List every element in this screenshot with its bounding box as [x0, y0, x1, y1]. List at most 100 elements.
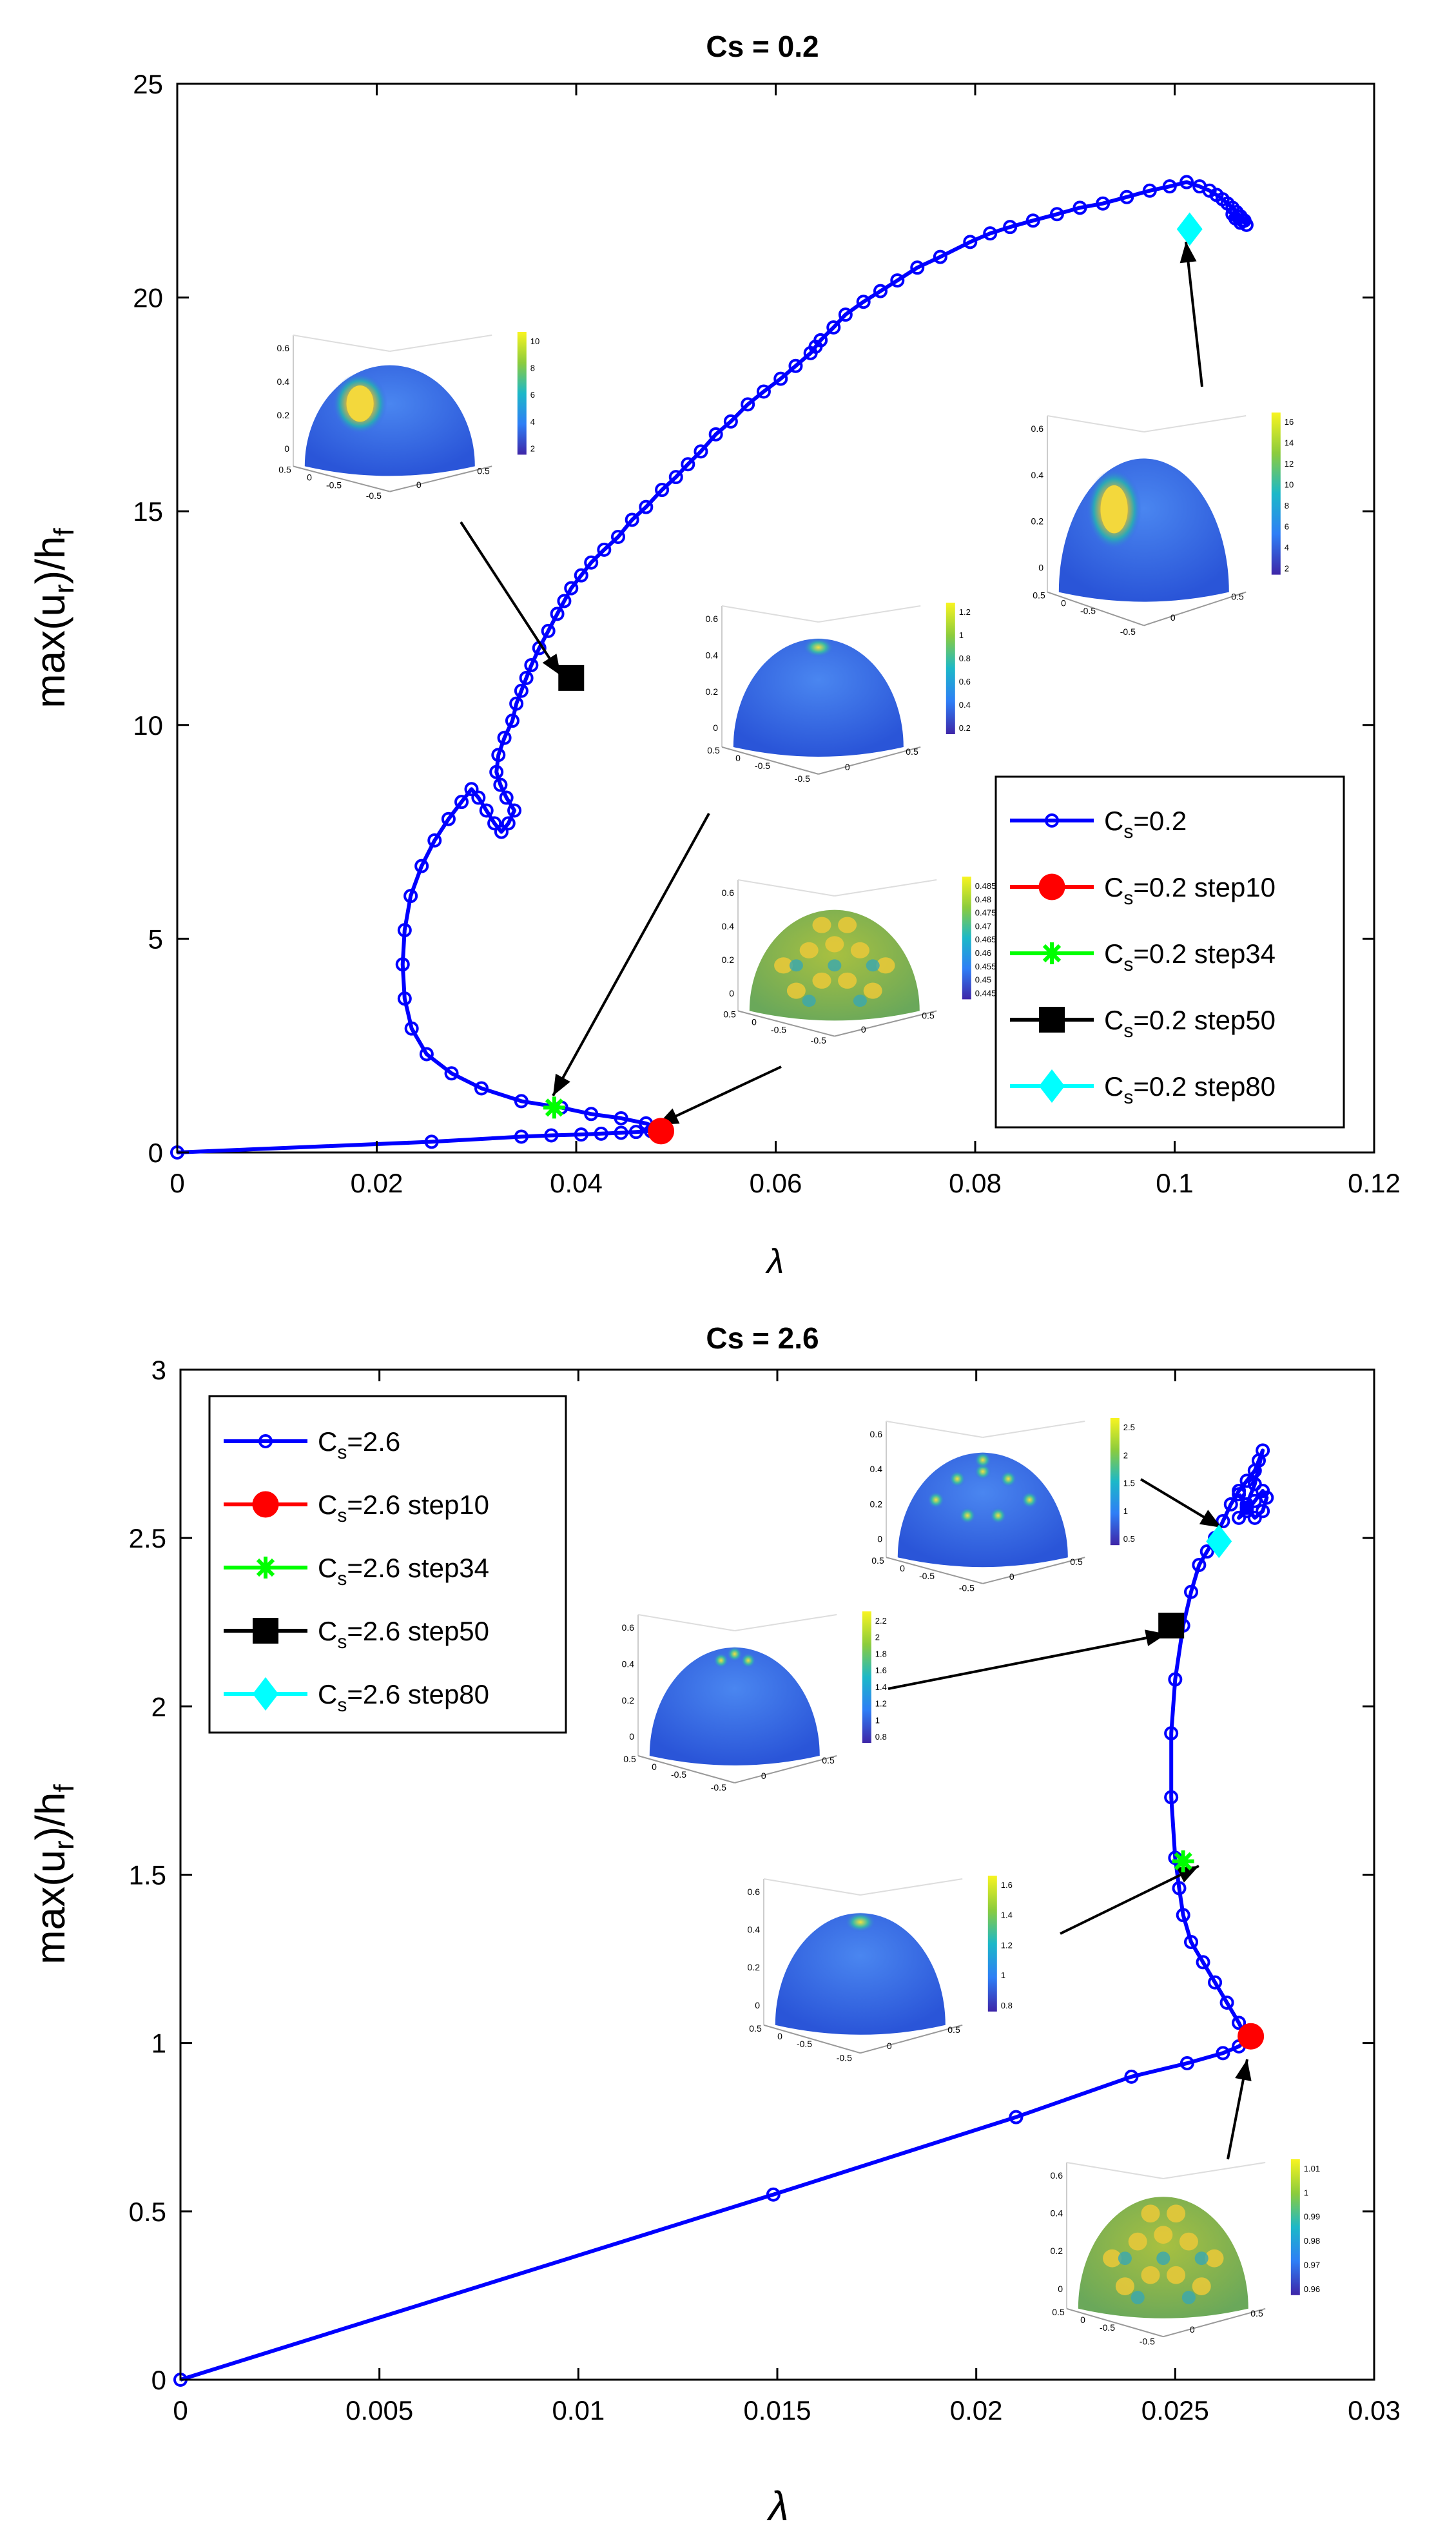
legend-label: Cs=0.2 step34	[1104, 938, 1276, 975]
data-point	[1162, 179, 1177, 194]
inset-colorbar-tick: 0.445	[975, 988, 996, 998]
inset-frame-line	[637, 1614, 735, 1631]
data-point	[963, 235, 978, 249]
inset-frame-line	[860, 1878, 963, 1896]
inset-base-tick: 0	[1080, 2315, 1085, 2325]
inset-base-tick: 0.5	[1033, 590, 1045, 601]
data-point	[395, 957, 410, 972]
inset-frame-line	[721, 746, 819, 775]
data-point	[708, 427, 723, 442]
inset-colorbar	[1110, 1418, 1120, 1546]
inset-colorbar-tick: 2	[1123, 1450, 1128, 1460]
data-point	[614, 1125, 628, 1140]
data-point	[1256, 1443, 1270, 1458]
inset-lobe-core	[346, 385, 374, 422]
inset-base-tick: -0.5	[1100, 2322, 1115, 2333]
inset-spot	[741, 1653, 756, 1668]
inset-step10-deformation: 0.6 0.4 0.2 0 0.5 0 -0.5 -0.5 0 0.5 0.485 0.48 0.475…	[722, 877, 996, 1045]
inset-colorbar-tick: 1	[875, 1715, 880, 1725]
inset-step34-deformation: 0.6 0.4 0.2 0 0.5 0 -0.5 -0.5 0 0.5 1.2 1 0.8 0.6 0.4 0…	[706, 603, 971, 784]
x-tick-label: 0.025	[1141, 2395, 1209, 2425]
inset-colorbar-tick: 1.2	[875, 1699, 887, 1709]
inset-spot-dark	[828, 959, 842, 972]
data-point	[497, 730, 512, 745]
data-point	[838, 307, 853, 322]
annotation-arrow-head	[553, 1073, 570, 1096]
legend-swatch-marker	[253, 1618, 278, 1644]
data-point	[499, 790, 514, 805]
inset-frame-line	[982, 1421, 1085, 1438]
data-point	[424, 1134, 439, 1149]
inset-spot	[838, 917, 857, 933]
inset-colorbar-tick: 16	[1285, 417, 1294, 427]
inset-base-tick: 0.5	[947, 2025, 960, 2035]
data-point	[1196, 1955, 1210, 1970]
x-tick-label: 0	[173, 2395, 188, 2425]
inset-base-tick: 0	[1061, 598, 1066, 608]
chart-panel-cs-2-6: Cs = 2.6 0.6 0.4 0.2 0 0.5 0 -0.5 -0.5 0 0.5 2.5 2 1…	[27, 1321, 1401, 2529]
data-point	[574, 568, 588, 583]
legend-swatch-marker	[252, 1491, 279, 1518]
inset-base-tick: 0.5	[822, 1755, 835, 1765]
inset-frame-line	[818, 605, 921, 623]
inset-z-tick: 0.6	[1031, 423, 1044, 434]
data-point	[1219, 1995, 1234, 2010]
data-point	[1208, 1975, 1223, 1990]
inset-z-tick: 0.6	[870, 1429, 883, 1439]
data-point	[1179, 175, 1194, 189]
data-point	[723, 414, 738, 429]
data-point	[1199, 1544, 1214, 1559]
x-axis-label: λ	[765, 1242, 784, 1281]
data-point	[479, 803, 494, 818]
data-point	[1120, 189, 1134, 204]
inset-colorbar-tick: 0.48	[975, 895, 991, 904]
data-point	[1184, 1584, 1199, 1599]
legend-label: Cs=2.6 step80	[318, 1679, 489, 1716]
asterisk-stroke	[1174, 1852, 1192, 1871]
data-point	[1192, 1557, 1207, 1572]
inset-dome	[897, 1452, 1068, 1568]
inset-z-tick: 0	[755, 2000, 760, 2010]
annotation-arrow-head	[1235, 2059, 1252, 2081]
legend-label: Cs=2.6	[318, 1426, 400, 1463]
inset-spot	[949, 1470, 966, 1488]
inset-colorbar-tick: 12	[1285, 459, 1294, 469]
annotation-arrow-line	[1185, 241, 1203, 387]
inset-base-tick: -0.5	[795, 773, 810, 784]
y-tick-label: 3	[151, 1355, 166, 1385]
inset-colorbar-tick: 1.6	[1001, 1880, 1013, 1890]
inset-frame-line	[734, 1755, 837, 1783]
inset-z-tick: 0.2	[1051, 2246, 1063, 2256]
inset-z-tick: 0.6	[748, 1887, 761, 1897]
data-point	[1239, 1501, 1254, 1515]
data-point	[514, 1129, 529, 1144]
data-point	[766, 2187, 781, 2202]
inset-spot	[799, 942, 819, 958]
data-point	[501, 816, 516, 831]
inset-frame-line	[834, 879, 937, 897]
inset-dome	[775, 1913, 946, 2035]
inset-lobe-core	[1100, 485, 1128, 534]
inset-colorbar-tick: 0.4	[959, 700, 971, 710]
inset-spot	[1167, 2266, 1186, 2284]
inset-spot	[974, 1452, 992, 1469]
inset-colorbar-tick: 4	[530, 417, 535, 427]
inset-colorbar-tick: 1	[1123, 1506, 1128, 1516]
inset-base-tick: -0.5	[837, 2053, 852, 2063]
inset-base-tick: -0.5	[1120, 627, 1136, 637]
inset-z-tick: 0.6	[1051, 2170, 1063, 2181]
inset-frame-line	[1143, 415, 1247, 432]
data-point	[441, 811, 456, 826]
inset-frame-line	[1047, 415, 1144, 432]
inset-spot	[825, 936, 844, 953]
annotation-arrow-head	[542, 654, 561, 675]
data-point	[403, 889, 418, 904]
y-tick-label: 2	[151, 1691, 166, 1722]
inset-spot	[1021, 1491, 1038, 1508]
inset-spot	[974, 1463, 992, 1481]
inset-colorbar-tick: 0.2	[959, 723, 971, 733]
data-point	[489, 764, 504, 779]
inset-z-tick: 0	[729, 988, 734, 998]
data-point	[541, 623, 556, 638]
